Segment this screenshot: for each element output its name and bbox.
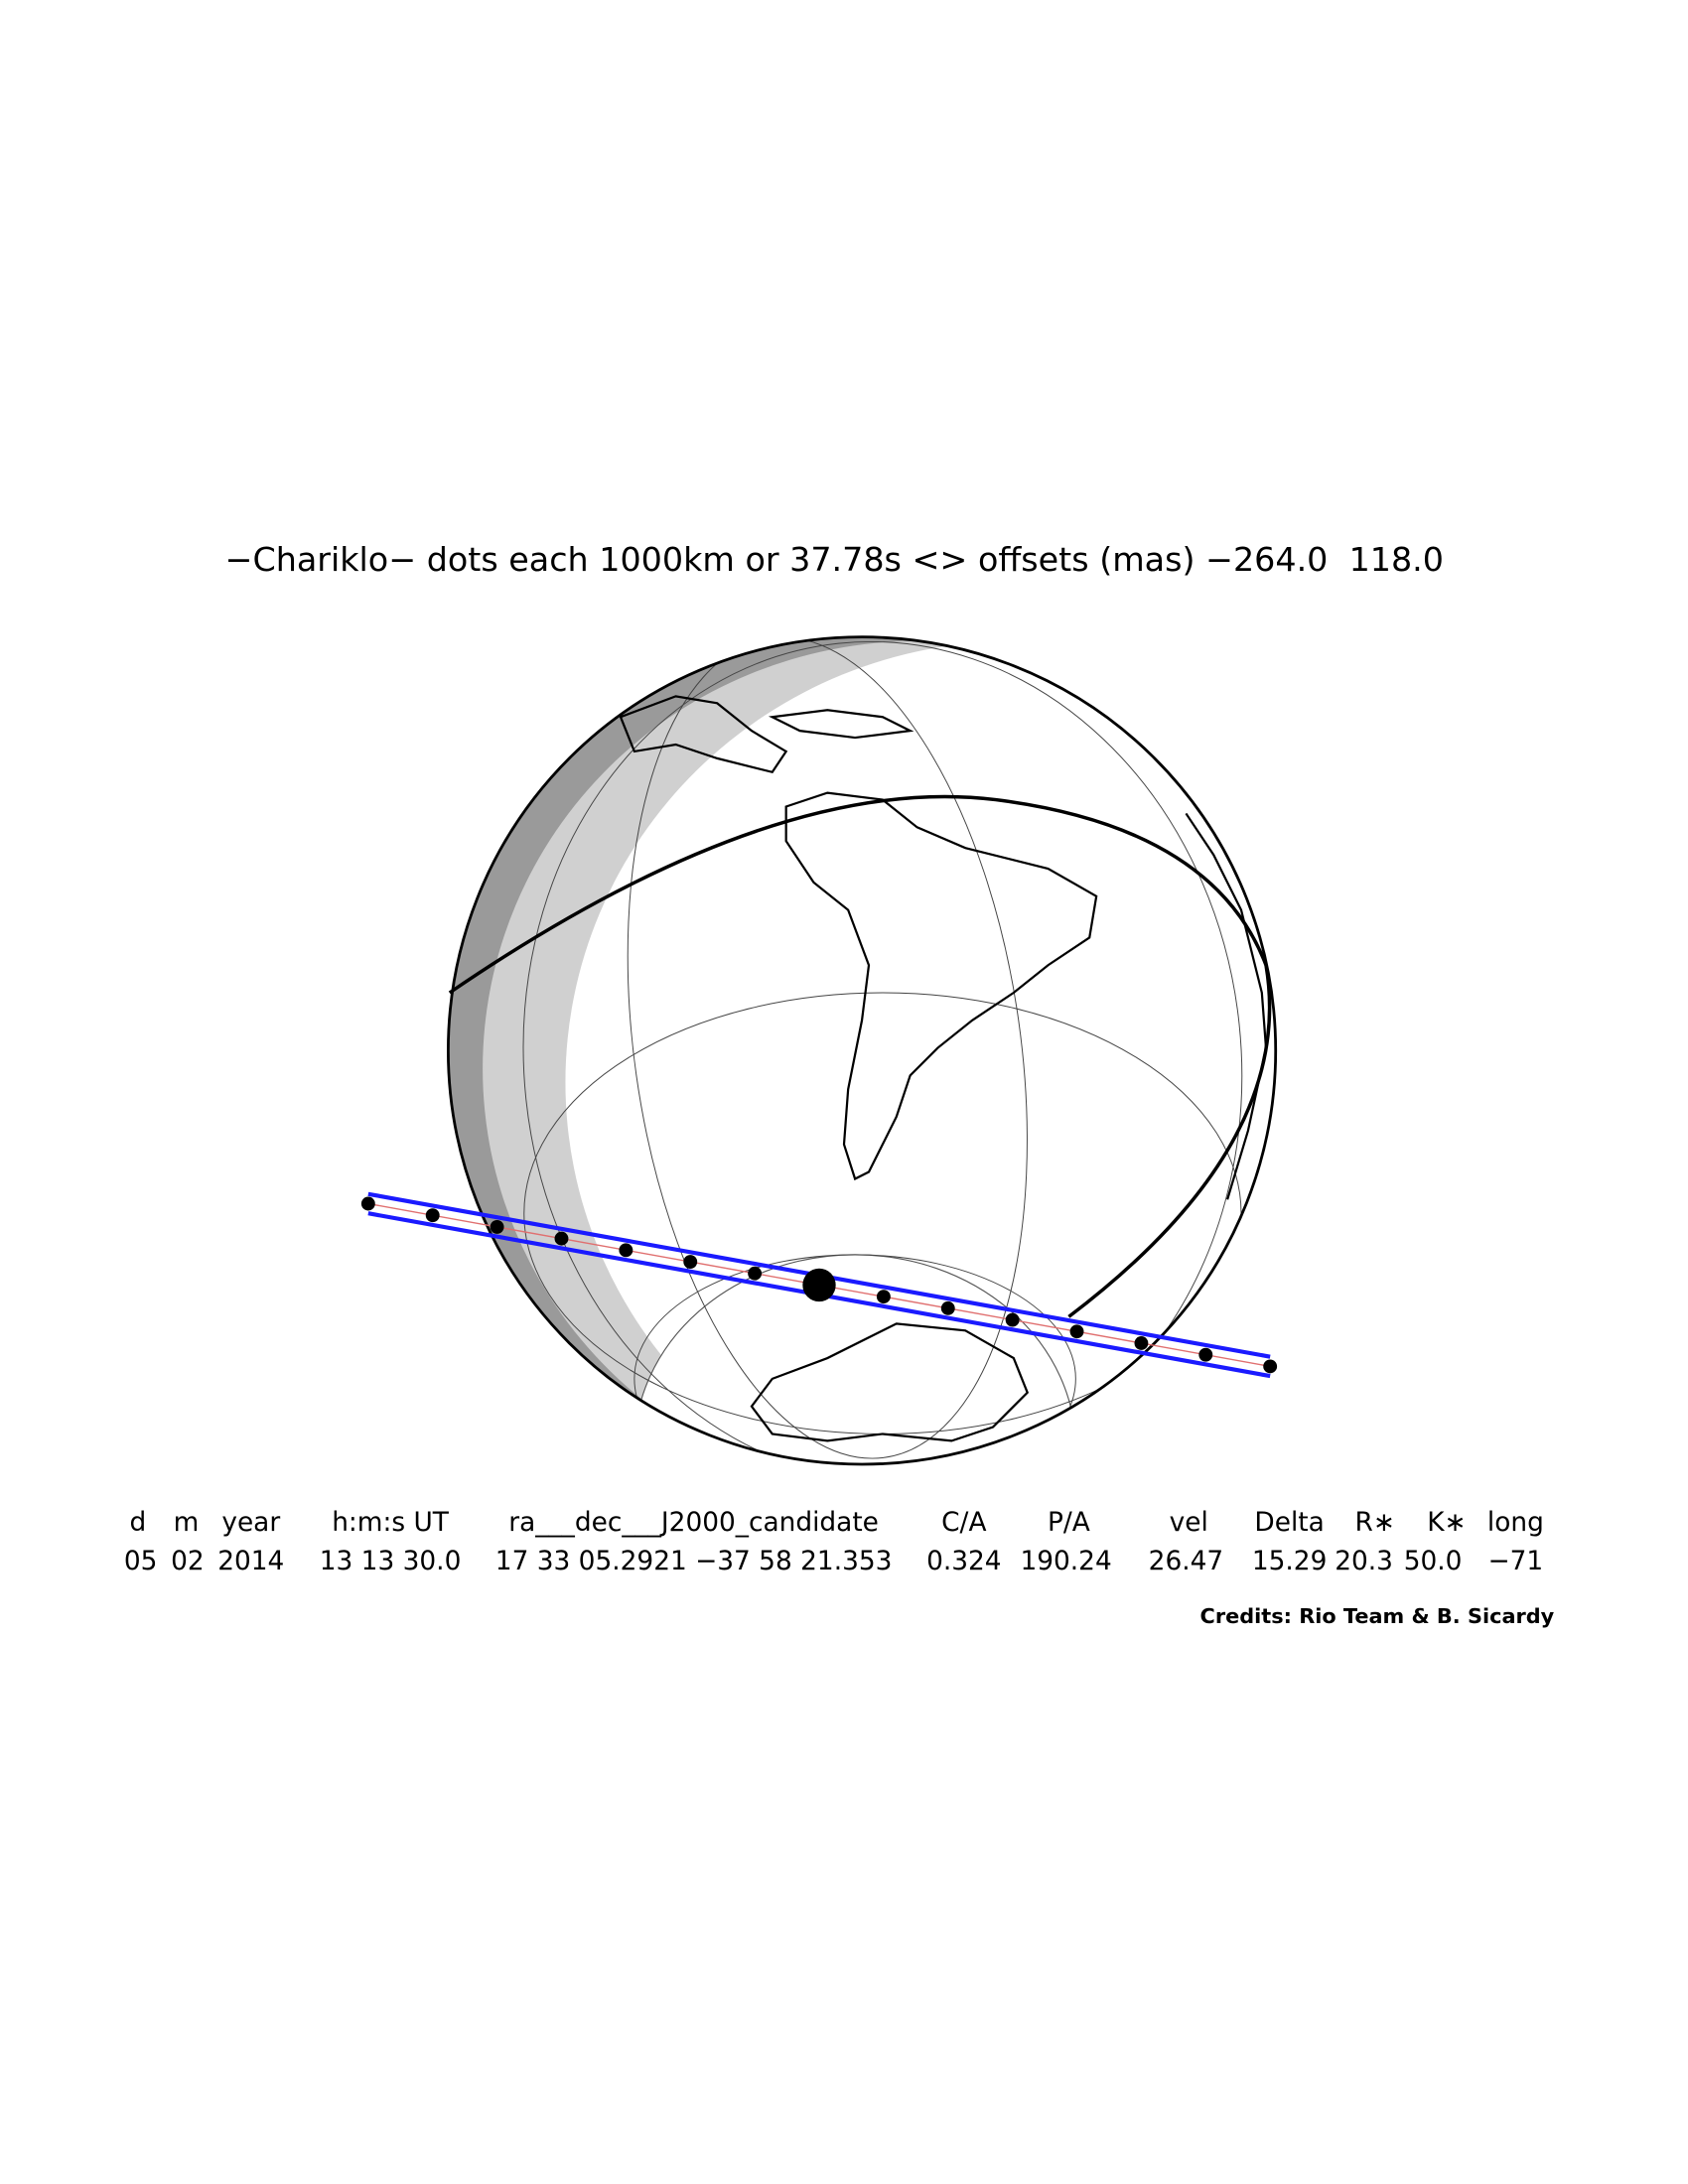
header-cell: Delta: [1254, 1508, 1324, 1538]
value-cell: 50.0: [1404, 1547, 1463, 1576]
path-dot: [360, 1196, 375, 1211]
value-cell: 26.47: [1149, 1547, 1224, 1576]
header-cell: ra___dec___J2000_candidate: [508, 1508, 879, 1538]
path-dot: [425, 1208, 440, 1223]
header-cell: C/A: [941, 1508, 986, 1538]
coastlines: [619, 695, 1268, 1442]
credits: Credits: Rio Team & B. Sicardy: [1200, 1604, 1555, 1628]
value-cell: 17 33 05.2921 −37 58 21.353: [495, 1547, 893, 1576]
value-cell: 2014: [217, 1547, 284, 1576]
path-dot: [1005, 1312, 1020, 1327]
header-cell: R∗: [1355, 1508, 1395, 1538]
path-dot: [1134, 1336, 1149, 1350]
value-cell: 15.29: [1252, 1547, 1328, 1576]
path-dot: [683, 1255, 698, 1269]
path-dot: [1198, 1347, 1213, 1362]
path-dot: [876, 1290, 891, 1304]
path-dot: [619, 1243, 633, 1258]
header-cell: long: [1487, 1508, 1544, 1538]
path-dot: [554, 1231, 569, 1246]
value-cell: 02: [171, 1547, 205, 1576]
equator-arc-back: [1067, 964, 1272, 1318]
value-cell: −71: [1488, 1547, 1544, 1576]
path-dot: [490, 1219, 504, 1234]
closest-approach-dot: [802, 1268, 836, 1302]
map-title: −Chariklo− dots each 1000km or 37.78s <>…: [225, 540, 1444, 579]
path-dot: [1069, 1324, 1084, 1339]
header-cell: d: [130, 1508, 147, 1538]
value-cell: 13 13 30.0: [320, 1547, 462, 1576]
globe-shading: [448, 636, 1276, 1464]
value-cell: 20.3: [1335, 1547, 1393, 1576]
header-cell: vel: [1170, 1508, 1208, 1538]
header-cell: h:m:s UT: [332, 1508, 450, 1538]
path-dot: [1263, 1359, 1278, 1374]
shadow-path: [360, 1191, 1278, 1379]
path-dot: [748, 1266, 763, 1281]
header-cell: P/A: [1048, 1508, 1090, 1538]
equator-arc: [448, 794, 1268, 995]
header-cell: K∗: [1427, 1508, 1466, 1538]
path-dot: [940, 1300, 955, 1315]
header-cell: m: [174, 1508, 200, 1538]
value-cell: 190.24: [1020, 1547, 1111, 1576]
value-cell: 0.324: [926, 1547, 1002, 1576]
globe-outline: [447, 635, 1278, 1466]
value-cell: 05: [124, 1547, 158, 1576]
header-cell: year: [221, 1508, 280, 1538]
